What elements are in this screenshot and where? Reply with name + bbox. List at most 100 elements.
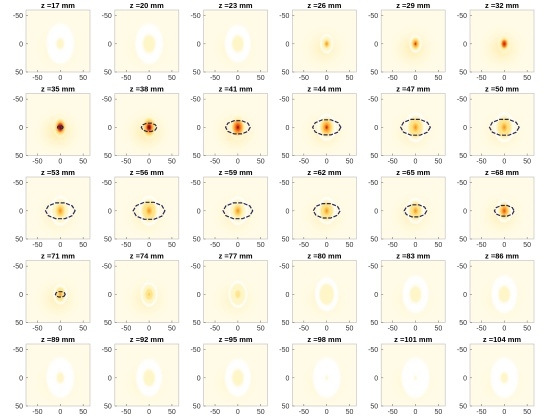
panel-title: z =41 mm: [219, 85, 253, 94]
y-tick-label: 50: [282, 320, 290, 327]
y-tick-label: 50: [15, 237, 23, 244]
x-tick-label: 0: [414, 409, 418, 416]
x-tick-label: 0: [502, 242, 506, 249]
x-tick-label: -50: [32, 75, 42, 82]
y-tick-label: -50: [368, 97, 378, 104]
x-tick-label: 0: [58, 242, 62, 249]
heatmap-hotspot: [45, 355, 76, 400]
heatmap-hotspot: [493, 111, 516, 144]
axes-frame: [25, 260, 91, 323]
y-tick-label: 50: [104, 70, 112, 77]
x-tick-label: -50: [299, 409, 309, 416]
y-tick-label: 0: [463, 41, 467, 48]
axes-frame: [114, 93, 180, 156]
y-tick-label: 50: [193, 70, 201, 77]
x-tick-label: 0: [502, 409, 506, 416]
heatmap-panel: z =65 mm -50 0 50 -50 0 50: [368, 168, 446, 249]
heatmap-panel: z =95 mm -50 0 50 -50 0 50: [190, 335, 268, 416]
panel-title: z =32 mm: [485, 1, 519, 10]
axes-frame: [292, 9, 357, 73]
x-tick-label: -50: [121, 75, 131, 82]
heatmap-hotspot: [400, 355, 431, 400]
y-tick-label: 0: [197, 375, 201, 382]
heatmap-panel: z =47 mm -50 0 50 -50 0 50: [368, 85, 446, 166]
heatmap-panel: z =35 mm -50 0 50 -50 0 50: [13, 85, 91, 166]
x-tick-label: -50: [210, 326, 220, 333]
y-tick-label: -50: [457, 13, 467, 20]
heatmap-hotspot: [135, 357, 164, 399]
panel-title: z =101 mm: [394, 335, 432, 344]
heatmap-hotspot: [53, 117, 68, 138]
panel-title: z =44 mm: [307, 85, 341, 94]
heatmap-hotspot: [138, 194, 161, 227]
x-tick-label: 50: [168, 75, 176, 82]
x-tick-label: 0: [325, 242, 329, 249]
axes-frame: [25, 9, 91, 73]
contour-line: [311, 119, 342, 136]
y-tick-label: 0: [19, 208, 23, 215]
y-tick-label: -50: [13, 347, 23, 354]
heatmap-panel: z =20 mm -50 0 50 -50 0 50: [102, 1, 180, 82]
x-tick-label: 0: [147, 242, 151, 249]
y-tick-label: -50: [102, 13, 112, 20]
contour-line: [56, 125, 64, 130]
x-tick-label: 0: [147, 75, 151, 82]
x-tick-label: 0: [236, 75, 240, 82]
x-tick-label: 0: [147, 409, 151, 416]
heatmap-panel: z =104 mm -50 0 50 -50 0 50: [457, 335, 535, 416]
y-tick-label: -50: [13, 180, 23, 187]
axes-frame: [25, 93, 91, 156]
axes-frame: [380, 9, 446, 73]
contour-line: [400, 118, 431, 136]
x-tick-label: 50: [523, 75, 531, 82]
panel-title: z =29 mm: [396, 1, 430, 10]
y-tick-label: 50: [15, 153, 23, 160]
x-tick-label: 0: [502, 326, 506, 333]
y-tick-label: -50: [279, 13, 289, 20]
panels-layer: z =17 mm -50 0 50 -50 0 50 z =20 mm -50 0 50 -50 0 50…: [13, 1, 535, 416]
panel-title: z =77 mm: [219, 252, 253, 261]
x-tick-label: 50: [257, 326, 265, 333]
panel-title: z =95 mm: [219, 335, 253, 344]
y-tick-label: 0: [108, 375, 112, 382]
axes-frame: [114, 176, 180, 240]
y-tick-label: -50: [102, 97, 112, 104]
y-tick-label: 50: [282, 70, 290, 77]
y-tick-label: 0: [108, 292, 112, 299]
y-tick-label: -50: [190, 180, 200, 187]
x-tick-label: 50: [168, 159, 176, 166]
axes-frame: [114, 260, 180, 323]
heatmap-panel: z =86 mm -50 0 50 -50 0 50: [457, 252, 535, 333]
x-tick-label: -50: [32, 242, 42, 249]
axes-frame: [469, 343, 535, 407]
y-tick-label: 50: [15, 320, 23, 327]
x-tick-label: 50: [434, 409, 442, 416]
panel-title: z =104 mm: [483, 335, 521, 344]
x-tick-label: 50: [168, 242, 176, 249]
heatmap-hotspot: [401, 273, 430, 315]
heatmap-panel: z =23 mm -50 0 50 -50 0 50: [190, 1, 268, 82]
x-tick-label: 50: [168, 326, 176, 333]
contour-line: [403, 204, 428, 218]
x-tick-label: 0: [236, 326, 240, 333]
contour-line: [222, 202, 254, 220]
x-tick-label: 0: [502, 159, 506, 166]
y-tick-label: -50: [279, 180, 289, 187]
y-tick-label: -50: [13, 13, 23, 20]
panel-title: z =35 mm: [41, 85, 75, 94]
y-tick-label: -50: [190, 13, 200, 20]
x-tick-label: 50: [257, 409, 265, 416]
axes-frame: [380, 260, 446, 323]
x-tick-label: 0: [325, 159, 329, 166]
heatmap-panel: z =53 mm -50 0 50 -50 0 50: [13, 168, 91, 249]
y-tick-label: 0: [197, 41, 201, 48]
axes-frame: [25, 176, 91, 240]
panel-title: z =74 mm: [130, 252, 164, 261]
y-tick-label: 0: [197, 125, 201, 132]
x-tick-label: -50: [32, 159, 42, 166]
heatmap-hotspot: [134, 21, 165, 66]
y-tick-label: -50: [102, 264, 112, 271]
contour-line: [132, 201, 166, 220]
heatmap-hotspot: [316, 196, 337, 226]
axes-frame: [203, 176, 268, 240]
